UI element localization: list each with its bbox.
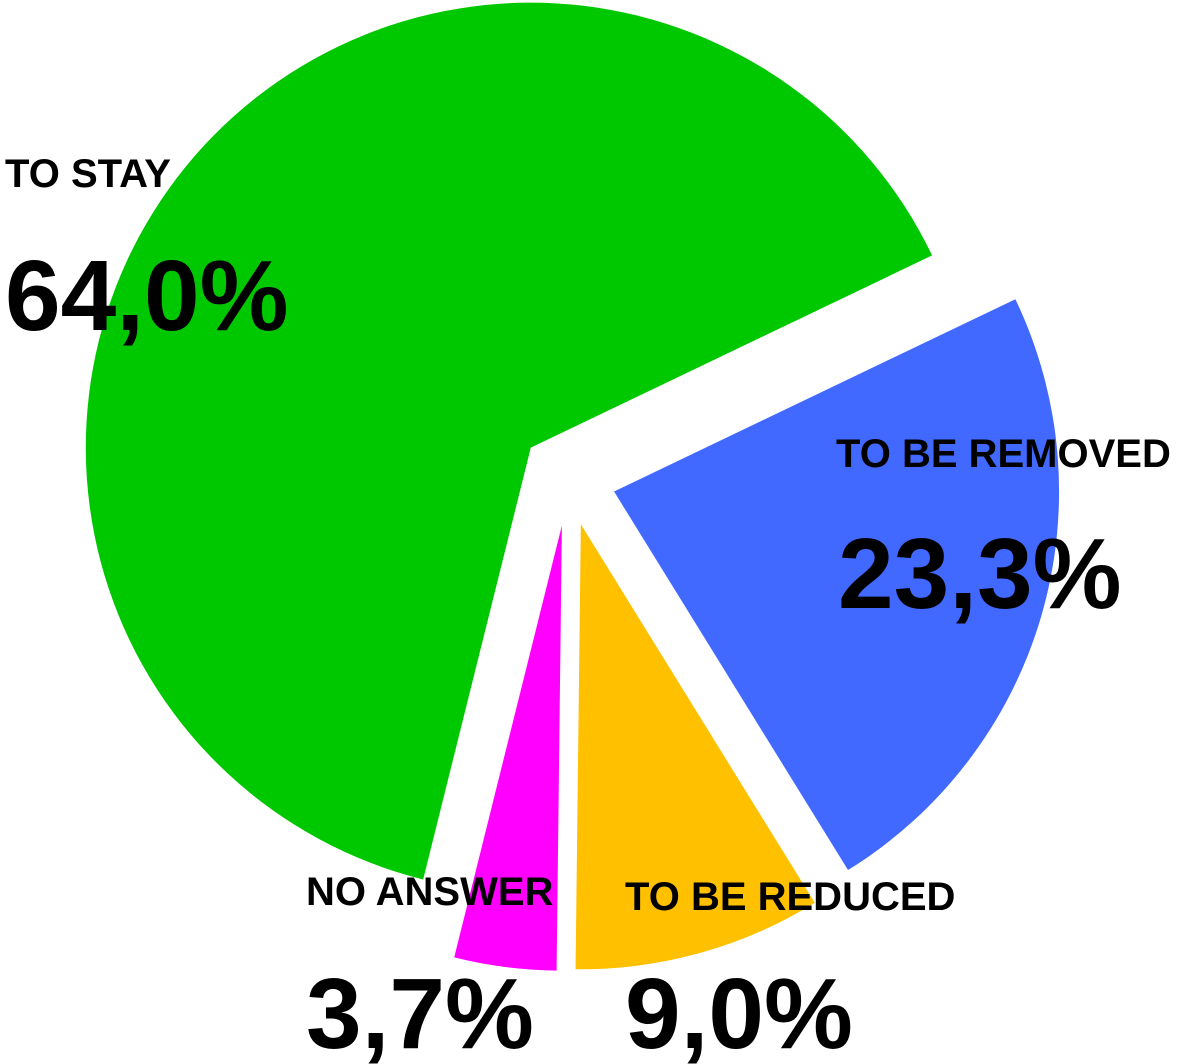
pie-slice — [454, 525, 562, 971]
slice-category-label: NO ANSWER — [306, 870, 554, 914]
slice-value-label: 9,0% — [625, 958, 853, 1064]
slice-category-label: TO STAY — [5, 152, 171, 196]
pie-slice — [85, 2, 933, 880]
pie-slice — [614, 299, 1060, 871]
pie-slice — [575, 524, 815, 970]
slice-category-label: TO BE REMOVED — [836, 432, 1171, 476]
slice-category-label: TO BE REDUCED — [625, 875, 955, 919]
slice-value-label: 23,3% — [838, 518, 1122, 630]
slice-value-label: 3,7% — [306, 958, 534, 1064]
slice-value-label: 64,0% — [5, 240, 289, 352]
